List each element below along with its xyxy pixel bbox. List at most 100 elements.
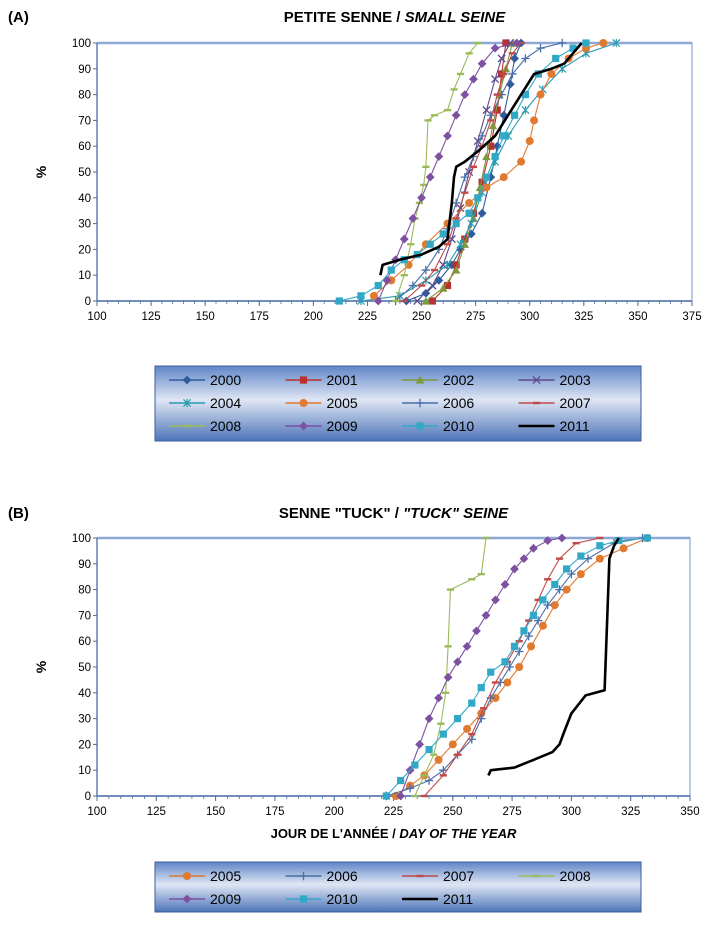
data-point-2005: [517, 157, 526, 166]
legend-label: 2011: [560, 418, 590, 434]
legend-swatch-marker: [183, 872, 191, 880]
data-point-2010: [520, 627, 528, 635]
data-point-2009: [519, 554, 529, 564]
data-point-2005: [538, 621, 547, 630]
x-tick-label: 275: [466, 311, 485, 323]
data-point-2010: [510, 642, 519, 650]
legend-label: 2009: [327, 418, 358, 434]
y-axis: 0 10 20 30 40 50 60 70 80 90 100: [72, 38, 98, 308]
legend-label: 2004: [210, 395, 241, 411]
data-point-2001: [502, 39, 510, 47]
legend-swatch-marker: [416, 422, 424, 430]
data-point-2003: [456, 204, 465, 213]
series-2010: [382, 534, 651, 800]
chart-title: SENNE "TUCK" / "TUCK" SEINE: [279, 505, 509, 522]
data-point-2009: [434, 693, 443, 703]
data-point-2010: [501, 658, 509, 666]
series-2011: [379, 42, 583, 276]
legend-item-2003: 2003: [518, 372, 591, 388]
data-point-2005: [482, 183, 491, 192]
data-point-2005: [550, 601, 559, 610]
data-point-2010: [521, 91, 529, 99]
data-point-2009: [451, 110, 461, 120]
panel-label: (A): [8, 9, 29, 26]
y-tick-label: 60: [78, 141, 91, 153]
legend-label: 2001: [327, 372, 358, 388]
data-point-2000: [447, 260, 457, 270]
data-point-2009: [469, 74, 478, 84]
data-point-2009: [373, 296, 383, 306]
chart-title-en: "TUCK" SEINE: [403, 505, 509, 522]
data-point-2005: [434, 755, 443, 764]
data-point-2010: [487, 668, 495, 676]
y-tick-label: 40: [78, 688, 91, 700]
data-point-2005: [562, 585, 571, 594]
legend-swatch-marker: [182, 894, 192, 904]
data-point-2010: [491, 152, 499, 161]
data-point-2009: [557, 533, 567, 543]
series-line-2011: [379, 42, 583, 276]
legend-item-2008: 2008: [169, 418, 241, 434]
y-tick-label: 30: [78, 714, 91, 726]
x-tick-label: 175: [265, 806, 284, 818]
series-line-2008: [395, 42, 479, 302]
data-point-2005: [503, 678, 512, 687]
data-point-2009: [408, 214, 418, 223]
x-tick-label: 150: [196, 311, 215, 323]
x-tick-label: 250: [443, 806, 462, 818]
data-point-2004: [443, 260, 452, 269]
legend-item-2008: 2008: [518, 868, 591, 884]
data-point-2010: [425, 745, 433, 754]
data-point-2006: [543, 600, 552, 610]
data-point-2009: [543, 536, 553, 545]
x-tick-label: 350: [680, 806, 699, 818]
legend-label: 2010: [327, 891, 358, 907]
legend-item-2000: 2000: [169, 372, 241, 388]
legend-item-2007: 2007: [518, 395, 591, 411]
data-point-2010: [411, 761, 419, 769]
data-point-2005: [465, 198, 474, 207]
legend-item-2004: 2004: [169, 395, 241, 411]
x-tick-label: 250: [412, 311, 431, 323]
data-point-2006: [486, 111, 495, 120]
data-point-2003: [491, 75, 500, 84]
data-point-2001: [443, 281, 452, 290]
y-tick-label: 80: [78, 90, 91, 102]
x-tick-label: 300: [520, 311, 539, 323]
data-point-2006: [460, 172, 470, 182]
data-point-2009: [472, 626, 481, 636]
data-point-2006: [583, 554, 593, 563]
data-point-2010: [596, 542, 604, 550]
data-point-2010: [500, 132, 508, 140]
data-point-2005: [499, 173, 508, 182]
y-tick-label: 0: [85, 791, 91, 803]
legend-box: [154, 365, 642, 442]
data-point-2004: [467, 219, 476, 228]
data-point-2009: [434, 152, 444, 161]
data-point-2004: [395, 291, 404, 300]
data-point-2003: [482, 106, 491, 115]
data-point-2006: [515, 647, 524, 656]
y-tick-label: 30: [78, 219, 91, 231]
series-2003: [413, 38, 515, 306]
legend-item-2009: 2009: [285, 418, 358, 434]
y-axis: 0 10 20 30 40 50 60 70 80 90 100: [72, 533, 98, 803]
data-point-2000: [456, 245, 465, 254]
data-point-2010: [482, 173, 491, 181]
data-point-2006: [508, 69, 517, 79]
data-point-2009: [443, 672, 453, 682]
legend: 2000 2001 2002 2003 2004 2005 2006 2007 2008 2009…: [154, 365, 642, 442]
data-point-2006: [521, 54, 530, 63]
data-point-2006: [477, 131, 487, 141]
data-point-2010: [426, 240, 434, 248]
y-tick-label: 80: [78, 585, 91, 597]
data-point-2006: [555, 585, 564, 594]
legend-label: 2007: [560, 395, 591, 411]
x-tick-label: 200: [325, 806, 344, 818]
data-point-2002: [438, 283, 448, 292]
x-tick-label: 200: [304, 311, 323, 323]
series-2008: [391, 41, 482, 303]
data-point-2005: [547, 69, 556, 78]
data-point-2009: [425, 172, 435, 182]
x-tick-label: 325: [621, 806, 640, 818]
